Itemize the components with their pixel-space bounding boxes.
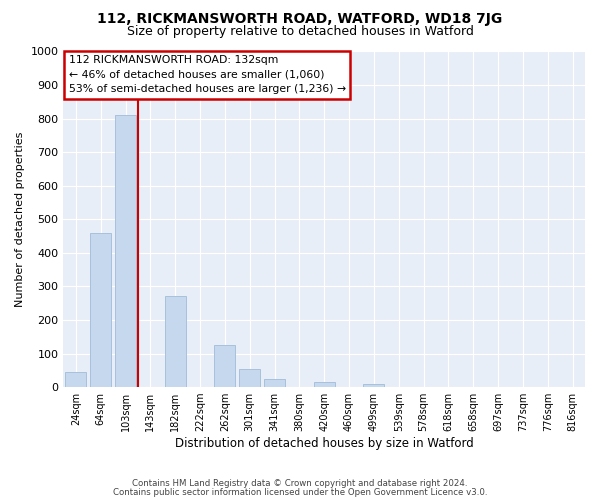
Bar	[65, 372, 86, 387]
Bar	[90, 232, 111, 387]
Bar	[164, 296, 186, 387]
Bar	[314, 382, 335, 387]
Bar	[264, 378, 285, 387]
Bar	[364, 384, 385, 387]
Text: 112 RICKMANSWORTH ROAD: 132sqm
← 46% of detached houses are smaller (1,060)
53% : 112 RICKMANSWORTH ROAD: 132sqm ← 46% of …	[68, 55, 346, 94]
X-axis label: Distribution of detached houses by size in Watford: Distribution of detached houses by size …	[175, 437, 473, 450]
Bar	[239, 368, 260, 387]
Text: Size of property relative to detached houses in Watford: Size of property relative to detached ho…	[127, 25, 473, 38]
Bar	[214, 345, 235, 387]
Text: Contains public sector information licensed under the Open Government Licence v3: Contains public sector information licen…	[113, 488, 487, 497]
Y-axis label: Number of detached properties: Number of detached properties	[15, 132, 25, 307]
Text: 112, RICKMANSWORTH ROAD, WATFORD, WD18 7JG: 112, RICKMANSWORTH ROAD, WATFORD, WD18 7…	[97, 12, 503, 26]
Text: Contains HM Land Registry data © Crown copyright and database right 2024.: Contains HM Land Registry data © Crown c…	[132, 478, 468, 488]
Bar	[115, 116, 136, 387]
